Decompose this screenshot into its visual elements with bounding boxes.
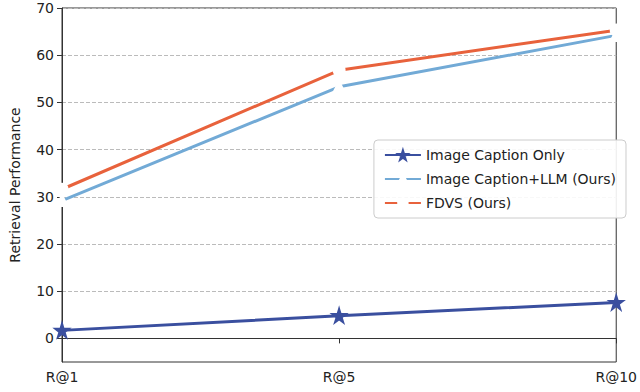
svg-text:0: 0 bbox=[45, 330, 54, 346]
svg-text:Retrieval Performance: Retrieval Performance bbox=[7, 107, 23, 262]
svg-text:R@10: R@10 bbox=[595, 369, 637, 385]
svg-text:10: 10 bbox=[36, 283, 54, 299]
svg-text:30: 30 bbox=[36, 189, 54, 205]
svg-text:40: 40 bbox=[36, 142, 54, 158]
svg-text:Image Caption+LLM (Ours): Image Caption+LLM (Ours) bbox=[426, 171, 616, 187]
svg-text:50: 50 bbox=[36, 94, 54, 110]
svg-text:70: 70 bbox=[36, 0, 54, 16]
svg-text:60: 60 bbox=[36, 47, 54, 63]
svg-text:Image Caption Only: Image Caption Only bbox=[426, 147, 565, 163]
svg-text:20: 20 bbox=[36, 236, 54, 252]
svg-text:R@5: R@5 bbox=[323, 369, 356, 385]
svg-text:FDVS (Ours): FDVS (Ours) bbox=[426, 195, 511, 211]
svg-text:R@1: R@1 bbox=[46, 369, 79, 385]
